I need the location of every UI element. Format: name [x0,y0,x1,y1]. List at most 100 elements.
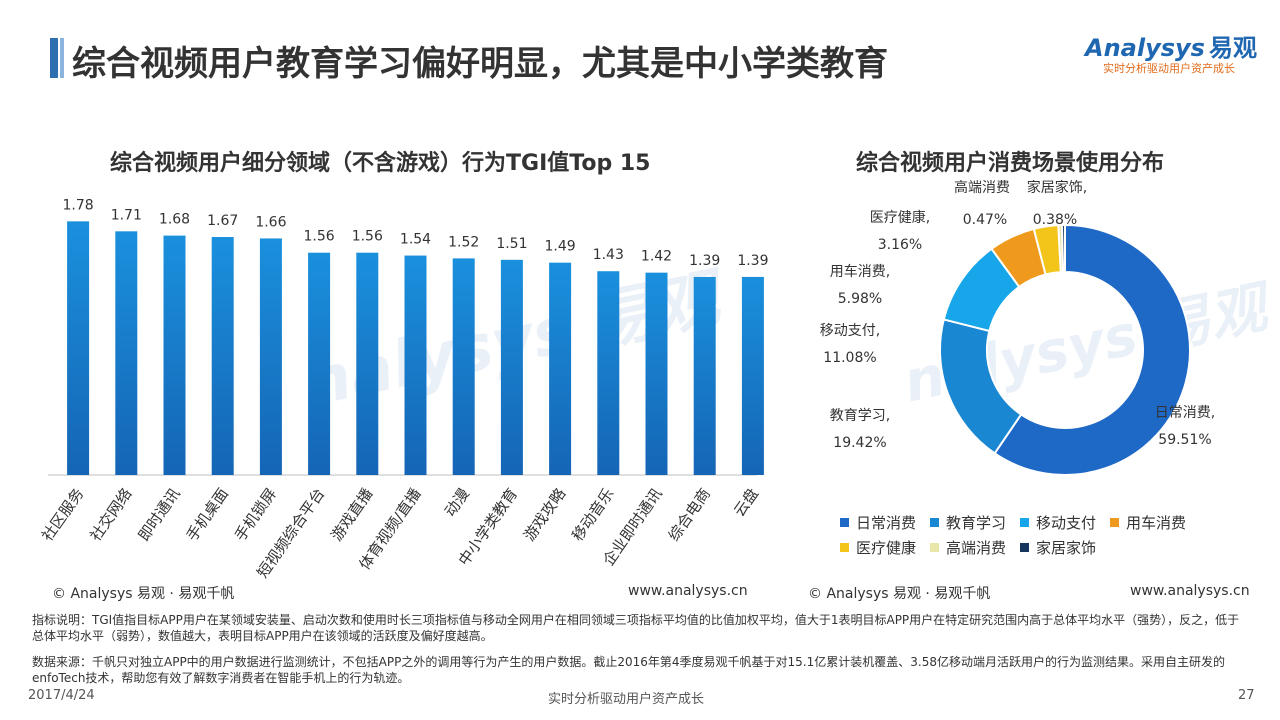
bar [259,238,282,475]
bar [211,237,234,475]
logo-tagline: 实时分析驱动用户资产成长 [1103,62,1235,75]
legend-swatch [840,543,849,552]
tgi-bar-chart: 1.78 社区服务 1.71 社交网络 1.68 即时通讯 1.67 手机桌面 1.66 手机锁屏… [40,197,768,581]
bar [115,231,138,475]
slice-name-label: 医疗健康, [870,209,930,226]
slice-value-label: 3.16% [878,237,922,253]
title-accent-bar-light [60,38,64,78]
page-number: 27 [1238,688,1255,703]
slice-value-label: 11.08% [823,350,876,366]
bar-value-label: 1.52 [448,234,479,250]
legend-label: 移动支付 [1036,514,1097,532]
footer-date: 2017/4/24 [28,688,95,703]
bar [356,252,379,475]
legend-item: 家居家饰 [1020,537,1096,558]
category-label: 游戏攻略 [520,485,569,544]
legend-item: 移动支付 [1020,512,1096,533]
bar-value-label: 1.51 [496,236,527,252]
slice-value-label: 0.47% [963,212,1007,228]
legend-label: 高端消费 [946,539,1007,557]
legend-swatch [930,518,940,527]
bar [597,271,620,475]
category-label: 社交网络 [86,485,135,544]
legend-label: 家居家饰 [1036,539,1097,557]
donut-slice [939,318,1023,455]
slice-value-label: 59.51% [1158,432,1211,448]
legend-swatch [1110,518,1120,527]
bar-value-label: 1.43 [593,247,624,263]
category-label: 游戏直播 [327,485,376,544]
legend-item: 教育学习 [930,512,1006,533]
bar-value-label: 1.78 [63,197,94,213]
logo-initial: A [1085,34,1104,62]
donut-chart-title: 综合视频用户消费场景使用分布 [856,151,1165,176]
bar-value-label: 1.71 [111,207,142,223]
indicator-note: 指标说明：TGI值指目标APP用户在某领域安装量、启动次数和使用时长三项指标值与… [32,613,1240,643]
legend-swatch [930,543,940,552]
legend-item: 医疗健康 [840,537,916,558]
bar-value-label: 1.68 [159,212,190,228]
bar-value-label: 1.49 [545,239,576,255]
legend-item: 高端消费 [930,537,1006,558]
bar-value-label: 1.54 [400,232,431,248]
slice-name-label: 教育学习, [830,408,890,424]
legend-item: 日常消费 [840,512,916,533]
bar [452,258,475,475]
bar [693,276,716,475]
category-label: 手机桌面 [183,485,232,544]
consumption-donut-chart: 日常消费, 59.51% 教育学习, 19.42% 移动支付, 11.08% 用车消费, 5.… [820,180,1215,476]
legend-swatch [1020,543,1030,552]
slice-value-label: 5.98% [838,291,882,307]
category-label: 云盘 [730,485,762,520]
legend-label: 教育学习 [946,514,1007,532]
logo-wordmark: Analysys 易观 [1085,28,1257,63]
category-label: 即时通讯 [135,485,184,544]
category-label: 手机锁屏 [231,485,280,544]
bar [163,235,186,475]
bar [741,276,764,475]
donut-slice [1060,223,1066,274]
legend-label: 医疗健康 [856,539,917,557]
donut-legend: 日常消费 教育学习 移动支付 用车消费医疗健康 高端消费 家居家饰 [840,512,1260,562]
slice-name-label: 用车消费, [830,263,890,280]
page-title: 综合视频用户教育学习偏好明显，尤其是中小学类教育 [72,44,888,84]
logo-text: nalysys [1103,34,1205,62]
legend-swatch [840,518,849,527]
analysys-logo: Analysys 易观 实时分析驱动用户资产成长 [1085,28,1260,76]
legend-label: 日常消费 [856,514,917,532]
legend-item: 用车消费 [1110,512,1186,533]
category-label: 动漫 [441,485,473,520]
logo-cn: 易观 [1208,34,1257,62]
category-label: 移动音乐 [568,485,617,544]
bar [645,272,668,475]
bar [549,262,572,475]
credit-right: © Analysys 易观 · 易观千帆 [808,586,991,602]
footer-tagline: 实时分析驱动用户资产成长 [548,692,705,707]
legend-label: 用车消费 [1126,514,1187,532]
bar-value-label: 1.67 [207,213,238,229]
slice-value-label: 19.42% [833,435,886,451]
bar [308,252,331,475]
bar-value-label: 1.39 [737,253,768,269]
slice-name-label: 高端消费 [954,180,1010,196]
slice-name-label: 日常消费, [1155,405,1215,421]
bar-value-label: 1.56 [352,229,383,245]
bar-chart-title: 综合视频用户细分领域（不含游戏）行为TGI值Top 15 [110,151,651,176]
bar [404,255,427,475]
donut-slice [993,223,1191,476]
title-accent-bar [50,38,58,78]
credit-left-url: www.analysys.cn [628,583,748,599]
bar-value-label: 1.39 [689,253,720,269]
source-note: 数据来源：千帆只对独立APP中的用户数据进行监测统计，不包括APP之外的调用等行… [32,655,1225,685]
slice-value-label: 0.38% [1033,212,1077,228]
credit-left: © Analysys 易观 · 易观千帆 [52,586,235,602]
slice-name-label: 移动支付, [820,323,880,339]
bar-value-label: 1.56 [304,229,335,245]
slice-name-label: 家居家饰, [1027,180,1087,196]
bar [67,221,90,475]
credit-right-url: www.analysys.cn [1130,583,1250,599]
bar [500,259,523,475]
bar-value-label: 1.66 [255,214,286,230]
legend-swatch [1020,518,1030,527]
bar-value-label: 1.42 [641,249,672,265]
